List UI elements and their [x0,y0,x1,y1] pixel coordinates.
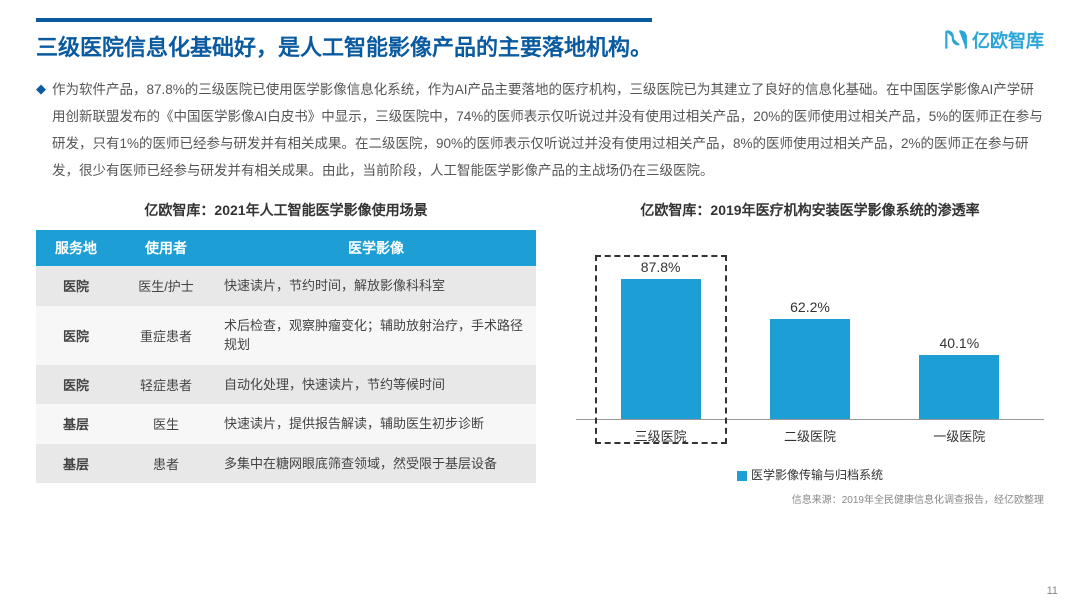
bar-group-2: 40.1% [899,335,1019,419]
chart-section: 亿欧智库：2019年医疗机构安装医学影像系统的渗透率 87.8% 62.2% 4… [576,200,1044,506]
legend-swatch [737,471,747,481]
logo: 亿欧智库 [942,27,1044,53]
logo-text: 亿欧智库 [972,27,1044,53]
table-row: 医院重症患者术后检查，观察肿瘤变化；辅助放射治疗，手术路径规划 [36,306,536,365]
bar-value-2: 40.1% [939,335,979,351]
bar-x-labels: 三级医院 二级医院 一级医院 [576,420,1044,445]
chart-title: 亿欧智库：2019年医疗机构安装医学影像系统的渗透率 [576,200,1044,220]
body-text-content: 作为软件产品，87.8%的三级医院已使用医学影像信息化系统，作为AI产品主要落地… [52,76,1044,184]
th-user: 使用者 [116,230,216,266]
table-row: 医院轻症患者自动化处理，快速读片，节约等候时间 [36,365,536,405]
table-section: 亿欧智库：2021年人工智能医学影像使用场景 服务地 使用者 医学影像 医院医生… [36,200,536,506]
page-number: 11 [1047,585,1058,597]
th-location: 服务地 [36,230,116,266]
bars-area: 87.8% 62.2% 40.1% [576,230,1044,420]
usage-table: 服务地 使用者 医学影像 医院医生/护士快速读片，节约时间，解放影像科科室 医院… [36,230,536,483]
legend-label: 医学影像传输与归档系统 [751,468,883,482]
bar-label-2: 一级医院 [899,426,1019,445]
bar-1 [770,319,850,419]
page-title: 三级医院信息化基础好，是人工智能影像产品的主要落地机构。 [36,18,652,62]
chart-source: 信息来源：2019年全民健康信息化调查报告，经亿欧整理 [576,491,1044,506]
bar-value-1: 62.2% [790,299,830,315]
bar-value-0: 87.8% [641,259,681,275]
bullet-icon: ◆ [36,76,46,184]
bar-label-0: 三级医院 [601,426,721,445]
logo-icon [942,27,968,53]
bar-group-0: 87.8% [601,259,721,419]
table-row: 医院医生/护士快速读片，节约时间，解放影像科科室 [36,266,536,306]
bar-2 [919,355,999,419]
bar-0 [621,279,701,419]
table-body: 医院医生/护士快速读片，节约时间，解放影像科科室 医院重症患者术后检查，观察肿瘤… [36,266,536,483]
bar-group-1: 62.2% [750,299,870,419]
table-row: 基层患者多集中在糖网眼底筛查领域，然受限于基层设备 [36,444,536,484]
body-paragraph: ◆ 作为软件产品，87.8%的三级医院已使用医学影像信息化系统，作为AI产品主要… [0,62,1080,184]
header: 三级医院信息化基础好，是人工智能影像产品的主要落地机构。 亿欧智库 [0,0,1080,62]
bar-label-1: 二级医院 [750,426,870,445]
table-header-row: 服务地 使用者 医学影像 [36,230,536,266]
th-imaging: 医学影像 [216,230,536,266]
table-row: 基层医生快速读片，提供报告解读，辅助医生初步诊断 [36,404,536,444]
bar-chart: 87.8% 62.2% 40.1% 三级医院 二级医院 一级医院 [576,230,1044,460]
table-title: 亿欧智库：2021年人工智能医学影像使用场景 [36,200,536,220]
chart-legend: 医学影像传输与归档系统 [576,466,1044,483]
content-row: 亿欧智库：2021年人工智能医学影像使用场景 服务地 使用者 医学影像 医院医生… [0,184,1080,506]
